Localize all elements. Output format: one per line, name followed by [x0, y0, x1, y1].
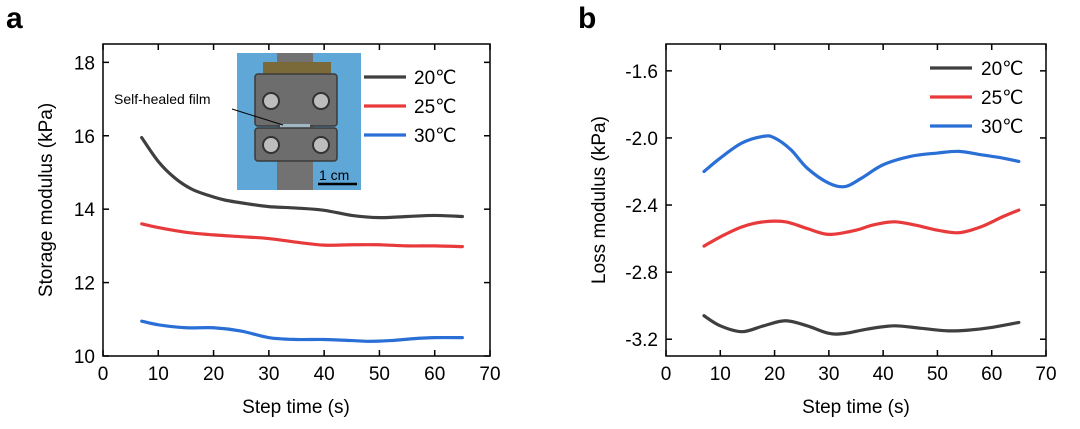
- inset-film-sample: [280, 124, 310, 130]
- x-tick-label: 30: [818, 364, 839, 385]
- panel-b-x-axis: 0 10 20 30 40 50 60 70: [661, 44, 1057, 385]
- x-tick-label: 0: [98, 364, 109, 385]
- y-tick-label: 12: [74, 274, 95, 295]
- inset-photo: 1 cm: [237, 53, 361, 190]
- panel-a-x-axis-title: Step time (s): [242, 397, 350, 418]
- series-line-20C: [702, 314, 1021, 336]
- legend-label-20C: 20℃: [981, 59, 1023, 80]
- inset-annotation-pointer: [231, 108, 284, 126]
- legend-label-30C: 30℃: [414, 126, 456, 147]
- x-tick-label: 40: [314, 364, 335, 385]
- y-tick-label: -3.2: [625, 330, 658, 351]
- series-line-25C: [702, 208, 1021, 248]
- panel-b-y-axis-title: Loss modulus (kPa): [589, 116, 610, 284]
- legend-label-20C: 20℃: [414, 68, 456, 89]
- series-line-25C: [140, 222, 464, 249]
- x-tick-label: 10: [148, 364, 169, 385]
- panel-b-legend: 20℃ 25℃ 30℃: [930, 59, 1023, 138]
- x-tick-label: 70: [479, 364, 500, 385]
- panel-a-plot-frame: [102, 43, 491, 357]
- x-tick-label: 20: [203, 364, 224, 385]
- panel-a-y-axis-title: Storage modulus (kPa): [36, 103, 57, 297]
- x-tick-label: 70: [1035, 364, 1056, 385]
- panel-letter-a: a: [6, 2, 23, 35]
- series-line-30C: [140, 319, 464, 343]
- x-tick-label: 60: [981, 364, 1002, 385]
- x-tick-label: 50: [369, 364, 390, 385]
- y-tick-label: -1.6: [625, 62, 658, 83]
- x-tick-label: 0: [661, 364, 672, 385]
- legend-label-30C: 30℃: [981, 117, 1023, 138]
- inset-screw-icon: [312, 92, 330, 110]
- panel-a-legend: 20℃ 25℃ 30℃: [364, 68, 456, 147]
- panel-b-plot-frame: [665, 43, 1047, 357]
- inset-screw-icon: [262, 136, 280, 154]
- y-tick-label: -2.4: [625, 196, 658, 217]
- panel-a-y-axis: 10 12 14 16 18: [74, 53, 490, 368]
- panel-a-series: [140, 136, 464, 343]
- inset-annotation: Self-healed film: [114, 91, 211, 107]
- y-tick-label: -2.0: [625, 129, 658, 150]
- x-tick-label: 50: [927, 364, 948, 385]
- x-tick-label: 20: [764, 364, 785, 385]
- panel-a-x-axis: 0 10 20 30 40 50 60 70: [98, 44, 501, 385]
- panel-b-chart: 0 10 20 30 40 50 60 70 -3.2 -2.8 -2.4 -2.0 -1.6 20℃…: [589, 43, 1057, 418]
- inset-upper-grip-top: [263, 62, 331, 76]
- inset-screw-icon: [312, 136, 330, 154]
- inset-scale-label: 1 cm: [319, 167, 349, 183]
- panel-b-series: [702, 134, 1021, 336]
- x-tick-label: 30: [258, 364, 279, 385]
- y-tick-label: -2.8: [625, 263, 658, 284]
- x-tick-label: 60: [424, 364, 445, 385]
- panel-letter-b: b: [578, 2, 596, 35]
- panel-b-x-axis-title: Step time (s): [802, 397, 910, 418]
- y-tick-label: 18: [74, 53, 95, 74]
- legend-label-25C: 25℃: [414, 97, 456, 118]
- y-tick-label: 10: [74, 347, 95, 368]
- x-tick-label: 40: [873, 364, 894, 385]
- series-line-20C: [140, 136, 464, 220]
- y-tick-label: 14: [74, 200, 96, 221]
- series-line-30C: [702, 134, 1021, 189]
- inset-screw-icon: [262, 92, 280, 110]
- panel-b-y-axis: -3.2 -2.8 -2.4 -2.0 -1.6: [625, 62, 1046, 351]
- legend-label-25C: 25℃: [981, 88, 1023, 109]
- y-tick-label: 16: [74, 127, 95, 148]
- x-tick-label: 10: [710, 364, 731, 385]
